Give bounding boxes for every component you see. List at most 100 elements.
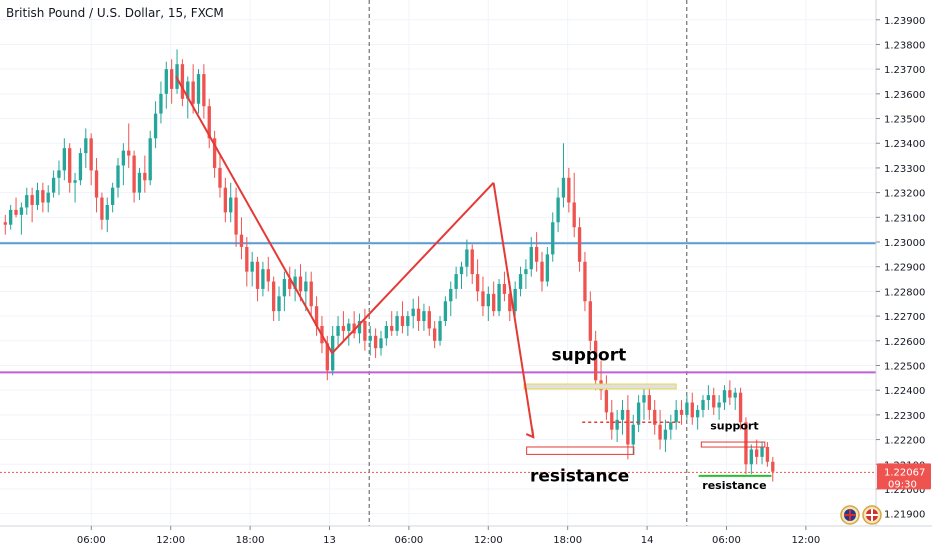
candle-body: [674, 409, 678, 423]
candle-body: [604, 390, 609, 413]
candle-body: [422, 311, 426, 322]
time-tick-label: 12:00: [791, 535, 820, 546]
candle-body: [110, 187, 115, 205]
candle-body: [663, 429, 668, 440]
candle-body: [443, 301, 448, 322]
candle-body: [212, 138, 217, 168]
price-tick-label: 1.22400: [884, 386, 925, 397]
price-tick-label: 1.22700: [884, 312, 925, 323]
candle-body: [583, 261, 587, 302]
candle-body: [524, 269, 528, 275]
candle-body: [223, 187, 228, 213]
candle-body: [137, 172, 142, 193]
candle-body: [357, 321, 362, 334]
candle-body: [728, 390, 732, 398]
candle-body: [561, 177, 566, 198]
price-tick-label: 1.23400: [884, 139, 925, 150]
price-tick-label: 1.23900: [884, 16, 925, 27]
price-tick-label: 1.22200: [884, 436, 925, 447]
candle-body: [94, 170, 99, 198]
candle-body: [642, 395, 646, 403]
candle-body: [610, 412, 614, 430]
candle-body: [191, 81, 195, 104]
candle-body: [454, 274, 458, 289]
price-tick-label: 1.23000: [884, 238, 925, 249]
candle-body: [706, 395, 711, 401]
candle-body: [14, 209, 18, 215]
candle-body: [733, 392, 737, 398]
candle-body: [540, 261, 544, 282]
candle-body: [765, 446, 770, 462]
candle-body: [105, 204, 109, 220]
candle-body: [159, 93, 163, 114]
candle-body: [470, 249, 474, 275]
candle-body: [196, 74, 201, 104]
candle-body: [186, 81, 190, 99]
candle-body: [8, 209, 13, 225]
chart-title: British Pound / U.S. Dollar, 15, FXCM: [6, 6, 224, 20]
candle-body: [25, 195, 29, 208]
candle-body: [658, 424, 662, 440]
candle-body: [100, 197, 104, 220]
candle-body: [551, 222, 555, 255]
price-tick-label: 1.23500: [884, 115, 925, 126]
annotation-label: support: [551, 346, 626, 366]
candle-body: [266, 269, 270, 282]
candle-body: [84, 138, 88, 154]
trend-line: [331, 182, 495, 354]
time-axis-panel: [0, 526, 932, 550]
candle-body: [336, 325, 340, 336]
candle-body: [701, 400, 705, 410]
candle-body: [577, 227, 582, 262]
annotation-label: support: [710, 420, 758, 433]
candle-body: [41, 190, 45, 203]
candle-body: [572, 202, 576, 228]
candle-body: [615, 419, 619, 430]
time-tick-label: 12:00: [474, 535, 503, 546]
time-tick-label: 14: [641, 535, 654, 546]
candle-body: [51, 177, 56, 193]
candle-body: [239, 234, 244, 247]
candle-body: [234, 197, 238, 235]
candle-body: [755, 449, 759, 457]
zone-outline-box: [700, 441, 766, 448]
candle-body: [229, 197, 233, 213]
candle-body: [459, 266, 464, 275]
candle-body: [282, 279, 287, 297]
candle-body: [475, 274, 480, 292]
candle-body: [492, 293, 496, 312]
candle-body: [690, 402, 694, 418]
candle-body: [298, 276, 303, 292]
candle-body: [438, 321, 442, 341]
candle-body: [529, 246, 533, 270]
candle-body: [567, 177, 571, 203]
candle-body: [416, 308, 421, 322]
candle-body: [636, 402, 641, 425]
candle-body: [170, 69, 174, 89]
current-price-tag: [877, 463, 931, 490]
candle-body: [379, 338, 383, 349]
candle-body: [304, 281, 308, 292]
price-tick-label: 1.23100: [884, 213, 925, 224]
candle-body: [669, 422, 673, 430]
candle-body: [164, 69, 168, 94]
candle-body: [712, 395, 716, 408]
candle-body: [127, 150, 131, 156]
candle-body: [30, 195, 34, 205]
time-tick-label: 06:00: [77, 535, 106, 546]
candle-body: [400, 316, 405, 326]
candle-body: [771, 461, 775, 472]
candle-body: [626, 409, 630, 445]
candle-body: [406, 316, 410, 326]
candle-body: [19, 207, 24, 215]
candle-body: [363, 321, 367, 341]
candle-body: [588, 301, 592, 341]
candle-body: [744, 422, 748, 465]
candle-body: [143, 172, 147, 181]
zone-outline-box: [526, 446, 635, 455]
candle-body: [411, 308, 415, 317]
candle-body: [341, 325, 346, 331]
current-price-label: 1.22067: [884, 467, 925, 478]
candle-body: [245, 246, 249, 272]
